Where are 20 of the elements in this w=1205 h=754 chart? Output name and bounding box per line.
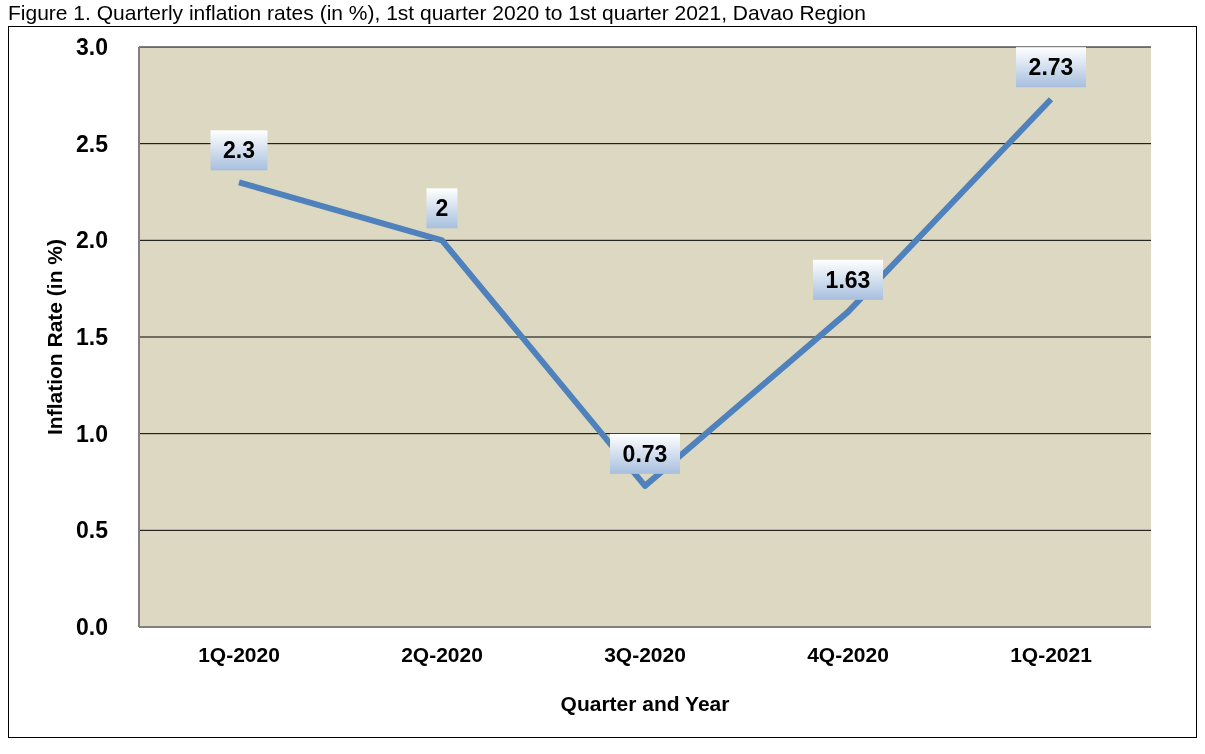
y-tick-label: 2.0 <box>76 227 108 254</box>
y-tick-label: 1.5 <box>76 324 109 351</box>
data-label: 1.63 <box>825 266 871 293</box>
y-tick-label: 2.5 <box>76 130 109 157</box>
data-label: 2 <box>435 195 449 222</box>
x-tick-label: 1Q-2020 <box>198 642 280 666</box>
x-tick-label: 1Q-2021 <box>1010 642 1093 666</box>
x-tick-label: 4Q-2020 <box>807 642 889 666</box>
y-tick-label: 0.0 <box>76 614 108 641</box>
data-label: 2.3 <box>223 137 255 164</box>
y-tick-label: 0.5 <box>76 517 109 544</box>
x-axis-title: Quarter and Year <box>560 692 730 715</box>
data-label: 0.73 <box>622 440 668 467</box>
data-label: 2.73 <box>1028 54 1074 81</box>
y-tick-label: 1.0 <box>76 420 108 447</box>
x-tick-label: 2Q-2020 <box>401 642 483 666</box>
chart-title: Figure 1. Quarterly inflation rates (in %), 1st quarter 2020 to 1st quarter 2021, Davao Region <box>8 0 867 26</box>
x-tick-label: 3Q-2020 <box>604 642 686 666</box>
y-axis-title: Inflation Rate (in %) <box>43 239 67 435</box>
y-tick-label: 3.0 <box>76 34 108 61</box>
